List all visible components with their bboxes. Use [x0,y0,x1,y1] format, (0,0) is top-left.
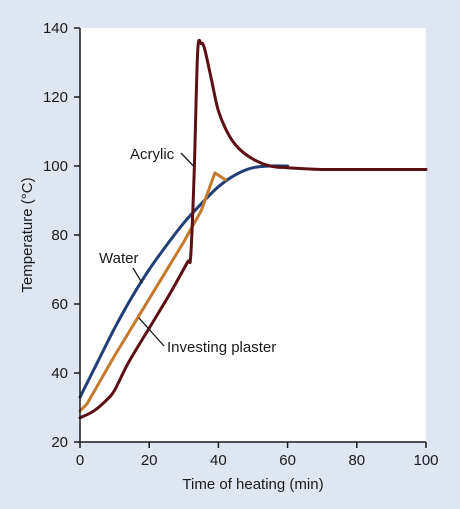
series-line-investing-plaster [78,171,227,413]
annotation-label-water: Water [99,250,138,267]
x-tick-label: 20 [141,452,158,469]
x-tick-label: 60 [279,452,296,469]
y-axis-title: Temperature (°C) [19,177,36,292]
series-line-water [78,164,290,399]
annotation-label-investing-plaster: Investing plaster [167,339,276,356]
x-axis-title: Time of heating (min) [182,476,323,493]
x-tick-label: 80 [348,452,365,469]
y-tick-label: 80 [51,227,68,244]
plot-area [80,28,426,442]
y-tick-label: 120 [43,89,68,106]
x-tick-label: 100 [413,452,438,469]
y-tick-label: 100 [43,158,68,175]
x-tick-label: 40 [210,452,227,469]
annotation-label-acrylic: Acrylic [130,146,175,163]
y-tick-label: 40 [51,365,68,382]
axes: 0 20 40 60 80 100 20 40 60 80 100 120 140 [43,20,439,469]
annotation-leader-investing-plaster [138,317,165,347]
annotation-leader-acrylic [180,152,194,167]
series-lines [78,38,428,420]
annotations: Acrylic Water Investing plaster [99,146,276,356]
x-tick-label: 0 [76,452,84,469]
annotation-leader-water [132,267,143,284]
y-tick-label: 20 [51,434,68,451]
y-tick-label: 60 [51,296,68,313]
series-line-acrylic [78,38,428,420]
y-tick-label: 140 [43,20,68,37]
